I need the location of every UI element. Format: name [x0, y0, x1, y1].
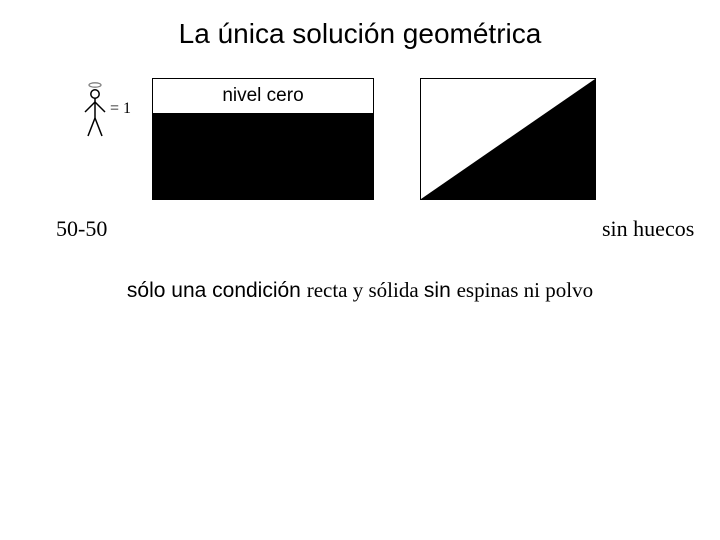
caption-part-1: sólo una condición: [127, 279, 307, 302]
stickman-icon: [80, 82, 110, 143]
bottom-caption: sólo una condición recta y sólida sin es…: [0, 278, 720, 303]
triangle-fill-icon: [421, 79, 595, 199]
slide: La única solución geométrica = 1 nive: [0, 0, 720, 540]
stickman-equals-one: = 1: [110, 100, 131, 118]
label-sin-huecos: sin huecos: [602, 216, 694, 242]
slide-title: La única solución geométrica: [0, 18, 720, 50]
nivel-cero-label: nivel cero: [153, 85, 373, 107]
caption-part-2: recta y sólida: [307, 278, 424, 302]
rect-5050: nivel cero: [152, 78, 374, 200]
rect-black-fill: [153, 113, 373, 199]
caption-part-3: sin: [424, 279, 457, 302]
caption-part-4: espinas ni polvo: [457, 278, 594, 302]
label-5050: 50-50: [56, 216, 107, 242]
triangle-box: [420, 78, 596, 200]
